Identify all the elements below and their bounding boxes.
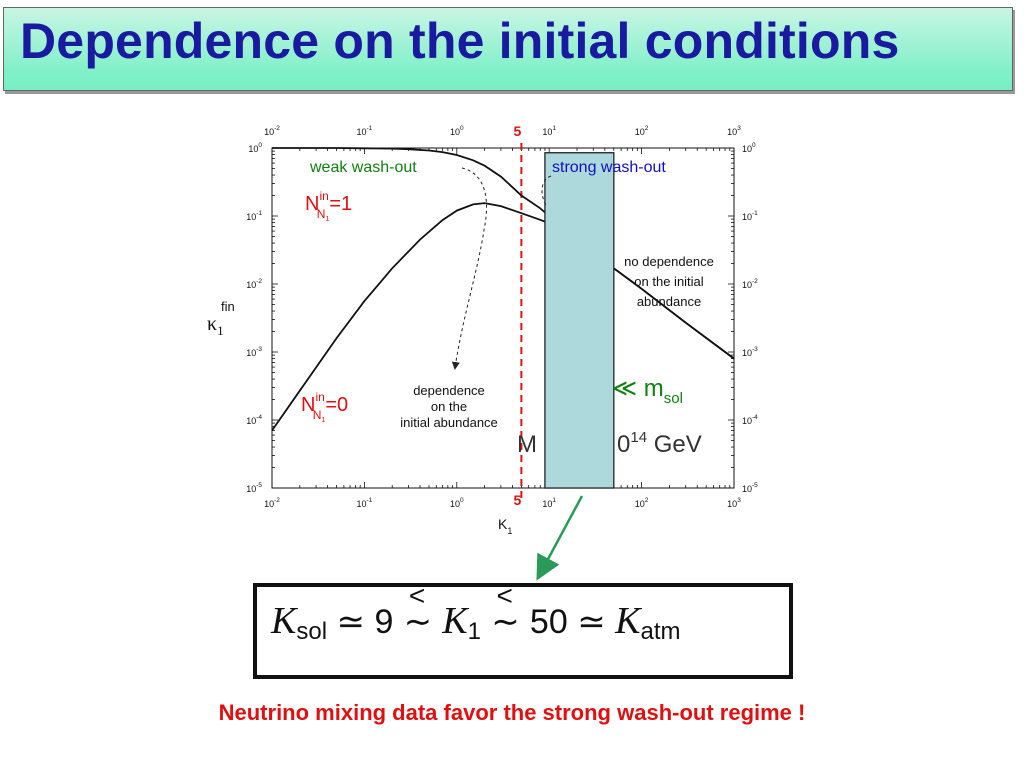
y-tick-label-right: 10-1 bbox=[742, 210, 758, 222]
x-tick-label-bottom: 100 bbox=[450, 497, 464, 509]
x-tick-label-bottom: 101 bbox=[542, 497, 556, 509]
y-tick-label-right: 10-5 bbox=[742, 482, 758, 494]
k-sol-subscript: sol bbox=[296, 618, 328, 645]
x-axis-label: K1 bbox=[498, 516, 512, 536]
y-tick-label-left: 10-3 bbox=[246, 346, 262, 358]
marker-label-top: 5 bbox=[513, 123, 521, 139]
sim-1: ∼ bbox=[403, 603, 433, 641]
y-axis-label-sup: fin bbox=[221, 299, 235, 314]
no-dependence-line-3: abundance bbox=[637, 294, 701, 309]
x-tick-label-top: 102 bbox=[635, 125, 649, 137]
y-tick-label-right: 10-3 bbox=[742, 346, 758, 358]
x-tick-label-bottom: 10-2 bbox=[264, 497, 280, 509]
y-tick-label-right: 10-2 bbox=[742, 278, 758, 290]
mass-condition: ≪ msol bbox=[612, 375, 683, 407]
k-range-formula: Ksol ≃ 9 < ∼ K1 < ∼ 50 ≃ Katm bbox=[271, 580, 681, 646]
no-dependence-line-1: no dependence bbox=[624, 254, 714, 269]
strong-washout-band-overlay bbox=[544, 152, 615, 489]
k-atm-symbol: K bbox=[615, 600, 641, 642]
lesssim-2: < ∼ bbox=[490, 580, 520, 642]
y-tick-label-left: 10-1 bbox=[246, 210, 262, 222]
value-9: 9 bbox=[374, 603, 394, 641]
y-tick-label-right: 10-4 bbox=[742, 414, 758, 426]
formula-box: Ksol ≃ 9 < ∼ K1 < ∼ 50 ≃ Katm bbox=[253, 580, 793, 679]
dependence-line-3: initial abundance bbox=[400, 415, 498, 430]
strong-washout-arrow bbox=[541, 175, 552, 206]
y-tick-label-left: 10-4 bbox=[246, 414, 262, 426]
simeq-1: ≃ bbox=[336, 603, 366, 641]
k1-symbol: K bbox=[442, 600, 468, 642]
y-axis-label: κ1 bbox=[207, 313, 224, 338]
x-tick-label-top: 103 bbox=[727, 125, 741, 137]
plot-layer: 10-2 10-2 10-1 10-1 100 100 101 101 102 102 103 103… bbox=[207, 123, 758, 581]
y-tick-label-left: 10-2 bbox=[246, 278, 262, 290]
title-bar: Dependence on the initial conditions bbox=[3, 7, 1013, 91]
x-tick-label-top: 101 bbox=[542, 125, 556, 137]
dependence-line-2: on the bbox=[431, 399, 467, 414]
dependence-line-1: dependence bbox=[413, 383, 485, 398]
weak-washout-arrow bbox=[451, 167, 488, 370]
lesssim-1: < ∼ bbox=[403, 580, 433, 642]
y-tick-label-left: 100 bbox=[248, 142, 262, 154]
lt-2: < bbox=[496, 580, 513, 611]
mass-value-right: 014 GeV bbox=[617, 429, 702, 458]
simeq-2: ≃ bbox=[577, 603, 606, 641]
x-tick-label-bottom: 10-1 bbox=[357, 497, 373, 509]
x-tick-label-top: 10-2 bbox=[264, 125, 280, 137]
x-tick-label-top: 10-1 bbox=[357, 125, 373, 137]
x-tick-label-top: 100 bbox=[450, 125, 464, 137]
k-atm-subscript: atm bbox=[640, 618, 681, 645]
mass-text-left: M bbox=[517, 431, 537, 458]
band-to-formula-arrow bbox=[536, 495, 584, 581]
value-50: 50 bbox=[529, 603, 568, 641]
series-label-nin-1: Nin N1=1 bbox=[305, 189, 352, 223]
weak-washout-label: weak wash-out bbox=[309, 159, 417, 176]
plot-frame bbox=[271, 147, 735, 489]
y-tick-label-left: 10-5 bbox=[246, 482, 262, 494]
x-tick-label-bottom: 103 bbox=[727, 497, 741, 509]
footer-conclusion: Neutrino mixing data favor the strong wa… bbox=[218, 700, 806, 725]
k-sol-symbol: K bbox=[271, 600, 297, 642]
strong-washout-label: strong wash-out bbox=[552, 159, 666, 176]
y-tick-label-right: 100 bbox=[742, 142, 756, 154]
k1-subscript: 1 bbox=[467, 618, 481, 645]
x-tick-label-bottom: 102 bbox=[635, 497, 649, 509]
lt-1: < bbox=[408, 580, 426, 611]
sim-2: ∼ bbox=[491, 603, 520, 641]
series-label-nin-0: Nin N1=0 bbox=[301, 390, 348, 424]
marker-label-bottom: 5 bbox=[513, 492, 521, 508]
slide-title: Dependence on the initial conditions bbox=[20, 13, 900, 69]
no-dependence-line-2: on the initial bbox=[634, 274, 703, 289]
